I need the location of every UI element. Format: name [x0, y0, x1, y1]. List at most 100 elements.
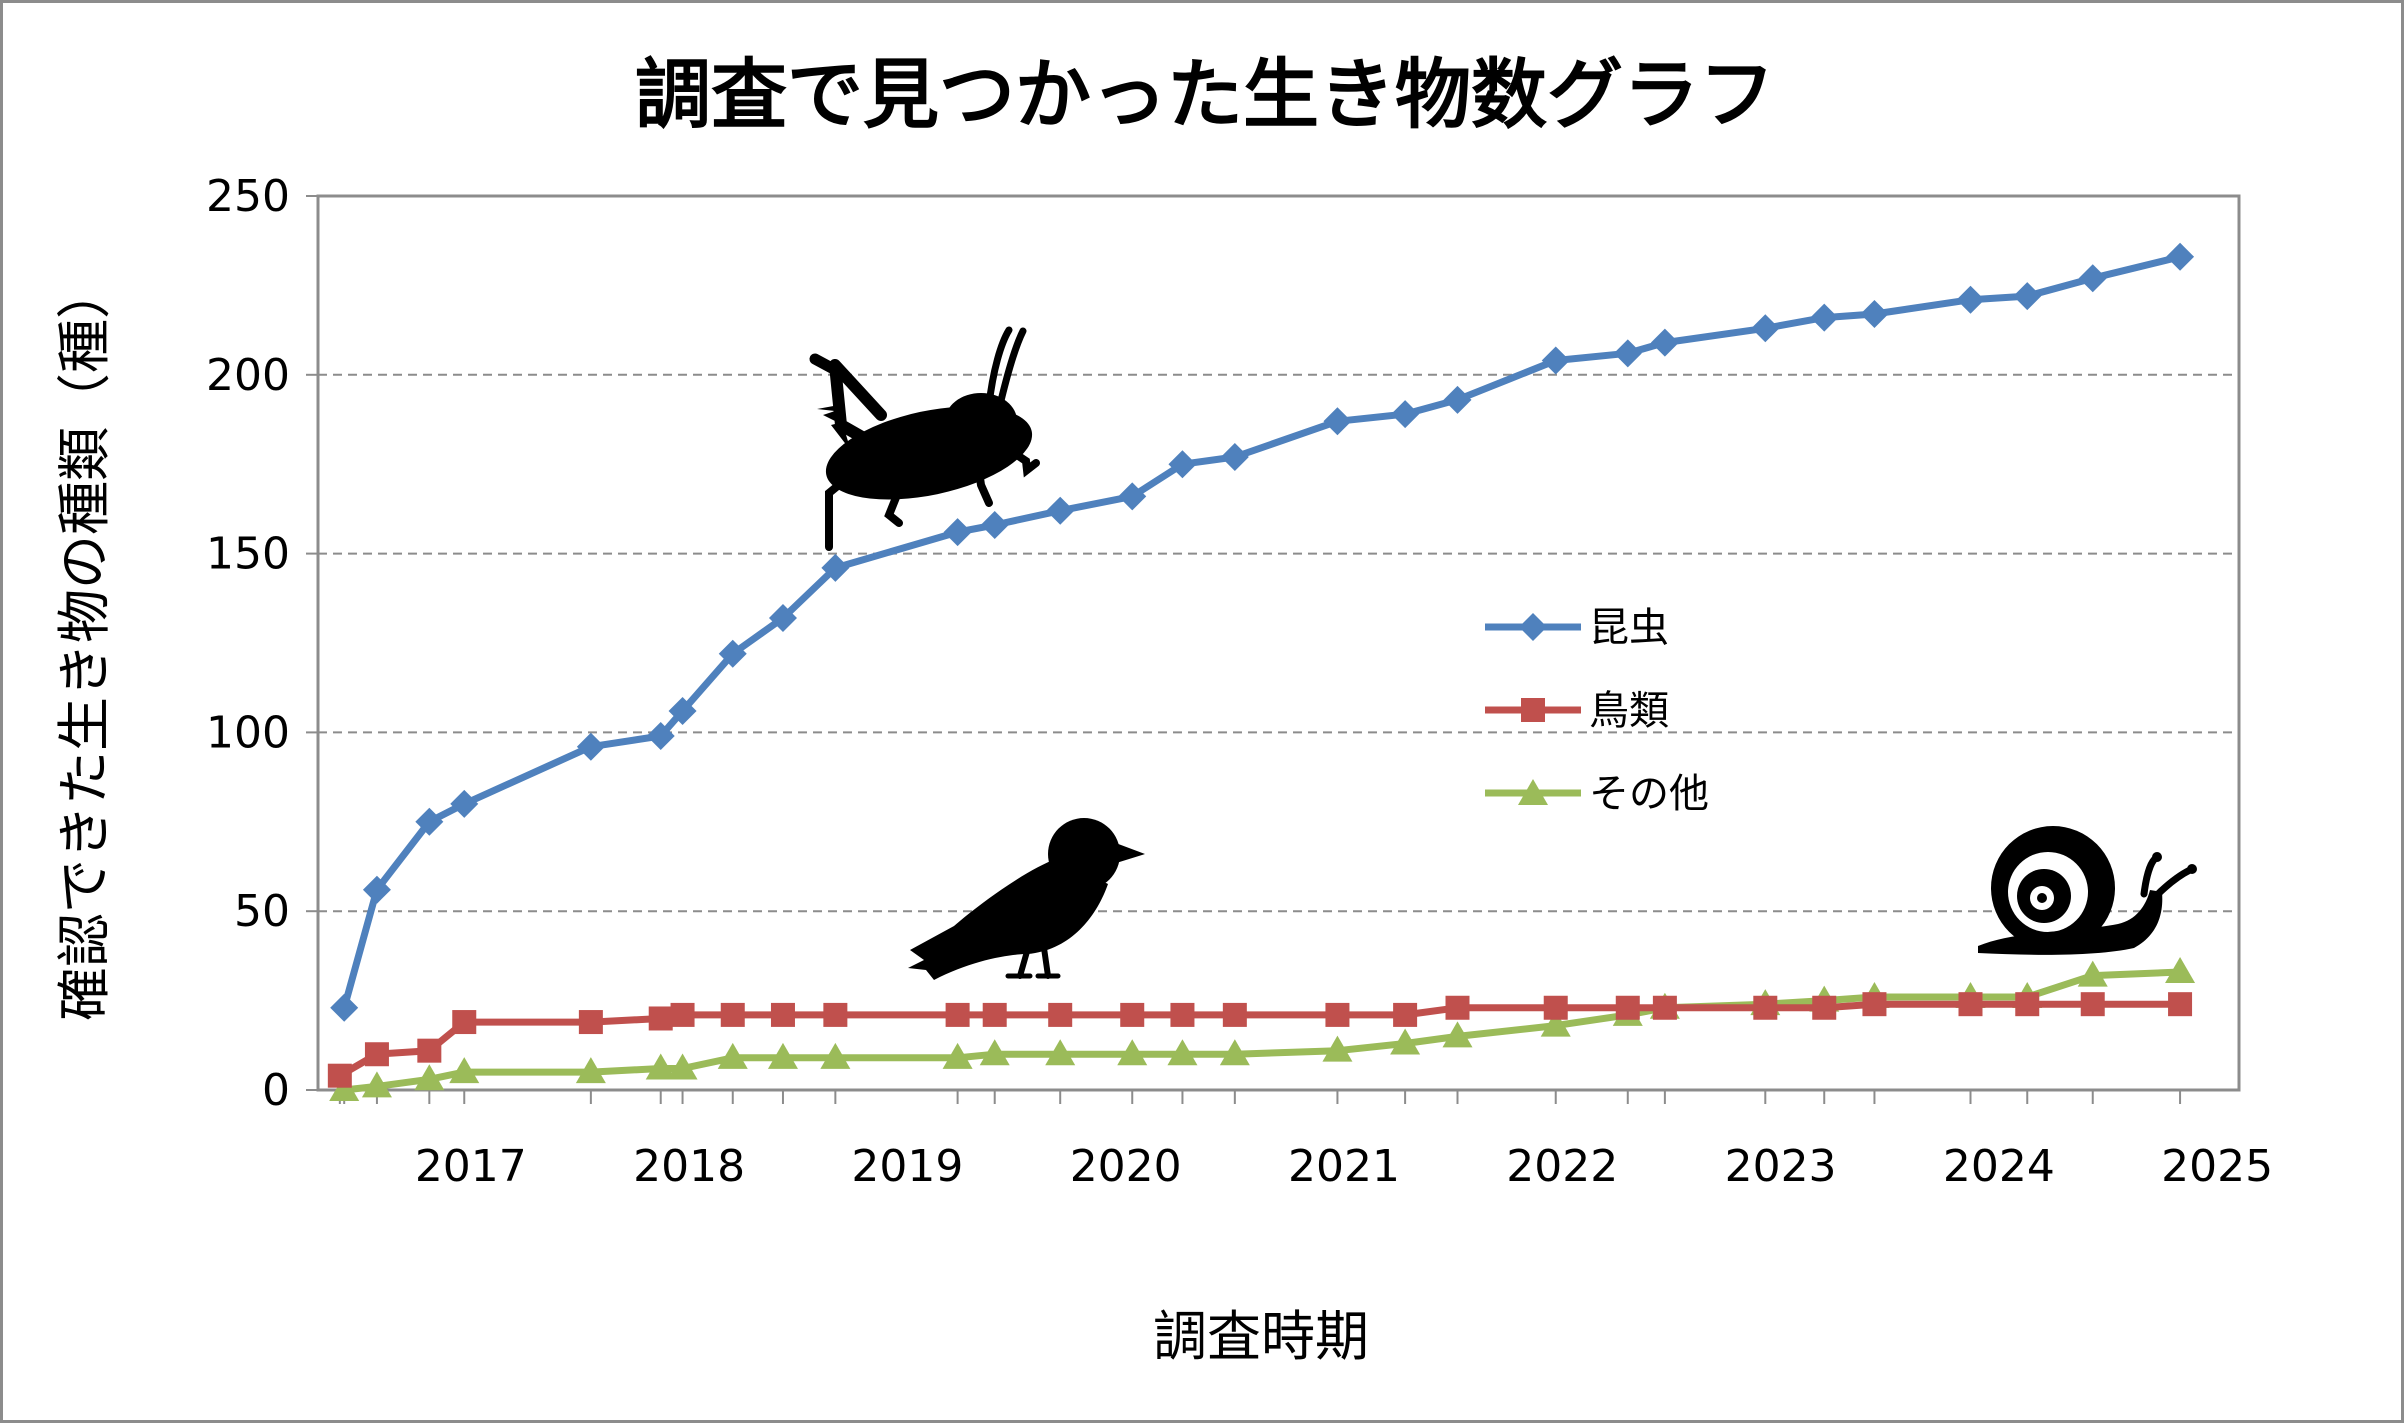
data-point — [414, 1064, 445, 1091]
plot-area — [316, 194, 2241, 1092]
legend-label-others: その他 — [1589, 771, 1709, 817]
data-point — [943, 518, 972, 547]
data-point — [1613, 339, 1642, 368]
y-tick-label: 0 — [262, 1065, 290, 1116]
data-point — [2077, 960, 2108, 987]
data-point — [575, 1057, 606, 1084]
data-point — [1167, 1039, 1198, 1066]
data-point — [1615, 995, 1640, 1020]
data-point — [361, 1071, 392, 1098]
data-point — [1862, 992, 1887, 1017]
data-point — [1170, 1002, 1195, 1027]
data-point — [645, 1053, 676, 1080]
series-0 — [330, 242, 2195, 1022]
data-point — [1650, 328, 1679, 357]
data-point — [982, 1002, 1007, 1027]
data-point — [1322, 1035, 1353, 1062]
data-point — [452, 1010, 477, 1035]
data-point — [720, 1002, 745, 1027]
data-point — [1118, 482, 1147, 511]
data-point — [1751, 314, 1780, 343]
y-axis-ticks: 0 50 100 150 200 250 — [206, 171, 318, 1116]
data-point — [767, 1042, 798, 1069]
data-point — [2165, 956, 2196, 983]
legend: 昆虫 鳥類 その他 — [1485, 605, 1709, 817]
x-axis-title: 調査時期 — [1153, 1305, 1369, 1368]
data-point — [1956, 285, 1985, 314]
legend-item-insects: 昆虫 — [1485, 605, 1669, 651]
data-point — [1543, 995, 1568, 1020]
data-point — [2015, 992, 2040, 1017]
data-point — [1117, 1039, 1148, 1066]
data-point — [576, 732, 605, 761]
data-point — [717, 1042, 748, 1069]
data-point — [327, 1063, 352, 1088]
x-tick-label: 2025 — [2161, 1141, 2273, 1192]
data-point — [1325, 1002, 1350, 1027]
grasshopper-icon — [809, 326, 1040, 551]
data-point — [823, 1002, 848, 1027]
data-point — [1541, 346, 1570, 375]
data-point — [1393, 1002, 1418, 1027]
data-point — [364, 1042, 389, 1067]
data-point — [450, 789, 479, 818]
series-1 — [327, 992, 2193, 1088]
x-tick-label: 2018 — [633, 1141, 745, 1192]
data-point — [1045, 1039, 1076, 1066]
data-point — [1220, 443, 1249, 472]
data-point — [945, 1002, 970, 1027]
data-point — [449, 1057, 480, 1084]
y-axis-title: 確認できた生き物の種類（種） — [53, 265, 116, 1021]
legend-label-birds: 鳥類 — [1589, 688, 1669, 734]
y-tick-label: 50 — [234, 886, 290, 937]
x-tick-label: 2023 — [1725, 1141, 1837, 1192]
snail-icon — [1978, 826, 2197, 955]
data-point — [1391, 400, 1420, 429]
x-tick-label: 2021 — [1288, 1141, 1400, 1192]
data-point — [648, 1006, 673, 1031]
data-point — [1860, 300, 1889, 329]
x-tick-label: 2024 — [1943, 1141, 2055, 1192]
data-point — [2013, 282, 2042, 311]
data-point — [2168, 992, 2193, 1017]
data-point — [1812, 995, 1837, 1020]
data-point — [2166, 242, 2195, 271]
data-point — [980, 510, 1009, 539]
data-point — [1168, 450, 1197, 479]
data-point — [979, 1039, 1010, 1066]
bird-icon — [908, 818, 1145, 980]
data-point — [1390, 1028, 1421, 1055]
data-point — [1443, 385, 1472, 414]
data-point — [1048, 1002, 1073, 1027]
x-tick-label: 2019 — [851, 1141, 963, 1192]
x-tick-label: 2017 — [415, 1141, 527, 1192]
data-point — [667, 1053, 698, 1080]
data-point — [1120, 1002, 1145, 1027]
y-tick-label: 200 — [206, 350, 290, 401]
data-point — [1046, 496, 1075, 525]
data-point — [362, 875, 391, 904]
data-point — [1445, 995, 1470, 1020]
data-point — [415, 807, 444, 836]
data-point — [1219, 1039, 1250, 1066]
data-point — [820, 1042, 851, 1069]
data-point — [1540, 1010, 1571, 1037]
data-point — [578, 1010, 603, 1035]
data-point — [329, 1075, 360, 1101]
data-point — [1323, 407, 1352, 436]
data-point — [1652, 995, 1677, 1020]
data-point — [942, 1042, 973, 1069]
data-point — [718, 639, 747, 668]
x-tick-label: 2022 — [1506, 1141, 1618, 1192]
legend-item-others: その他 — [1485, 771, 1709, 817]
data-point — [1442, 1021, 1473, 1048]
data-point — [1810, 303, 1839, 332]
data-point — [821, 553, 850, 582]
data-point — [2078, 264, 2107, 293]
data-point — [646, 721, 675, 750]
x-tick-label: 2020 — [1070, 1141, 1182, 1192]
chart-title: 調査で見つかった生き物数グラフ — [635, 50, 1775, 139]
y-tick-label: 100 — [206, 707, 290, 758]
data-point — [670, 1002, 695, 1027]
